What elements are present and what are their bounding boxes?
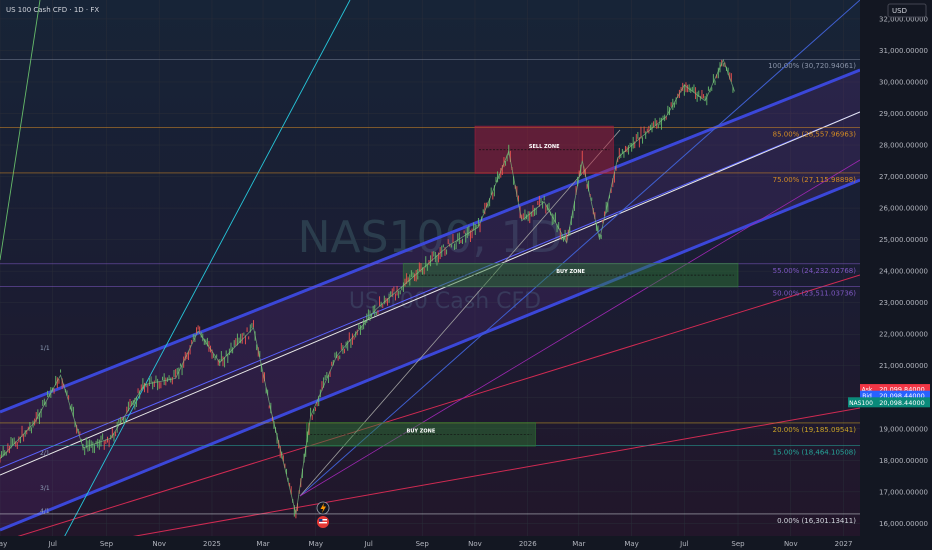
y-tick-label: 23,000.00000	[879, 299, 928, 307]
zone-label: BUY ZONE	[556, 269, 585, 275]
y-tick-label: 31,000.00000	[879, 47, 928, 55]
price-tag-value-box	[874, 384, 930, 395]
gann-line-grey[interactable]	[299, 129, 621, 497]
x-tick-label: May	[309, 540, 323, 548]
y-tick-label: 32,000.00000	[879, 15, 928, 23]
gann-line-purple[interactable]	[299, 159, 860, 497]
currency-button-label: USD	[892, 7, 907, 15]
fib-level-label: 15.00% (18,464.10508)	[773, 449, 857, 457]
watermark-symbol: NAS100, 1D	[298, 212, 563, 263]
x-tick-label: May	[0, 540, 7, 548]
y-tick-label: 21,000.00000	[879, 362, 928, 370]
median-line[interactable]	[0, 111, 860, 476]
price-tag-value: 20,099.84000	[879, 386, 925, 394]
y-tick-label: 26,000.00000	[879, 205, 928, 213]
x-tick-label: Mar	[572, 540, 585, 548]
gann-line-red-1[interactable]	[0, 274, 860, 542]
fib-level-label: 100.00% (30,720.94061)	[768, 62, 856, 70]
fib-level-label: 20.00% (19,185.09541)	[773, 426, 857, 434]
y-tick-label: 22,000.00000	[879, 331, 928, 339]
y-tick-label: 30,000.00000	[879, 78, 928, 86]
fib-level-label: 0.00% (16,301.13411)	[777, 517, 856, 525]
price-tag-value: 20,098.44000	[879, 399, 925, 407]
x-tick-label: May	[624, 540, 638, 548]
lightning-icon[interactable]	[316, 501, 330, 515]
price-tag-name: NAS100	[849, 400, 873, 407]
zone-label: SELL ZONE	[529, 144, 560, 150]
channel-fill	[0, 70, 860, 530]
price-tag-name: Ask	[862, 387, 873, 394]
y-tick-label: 18,000.00000	[879, 457, 928, 465]
gann-line-green[interactable]	[0, 0, 41, 261]
gann-label: 2/1	[40, 450, 50, 457]
x-tick-label: Sep	[731, 540, 745, 548]
x-tick-label: Jul	[679, 540, 689, 548]
symbol-title: US 100 Cash CFD · 1D · FX	[6, 6, 99, 14]
price-tag-name-box	[860, 384, 874, 395]
zone-box[interactable]	[474, 125, 614, 174]
channel-lower-line[interactable]	[0, 178, 860, 532]
gann-line-red-2[interactable]	[0, 407, 860, 550]
gann-line-blue-1[interactable]	[299, 0, 860, 497]
plot-background	[0, 0, 860, 536]
gann-line-cyan[interactable]	[60, 0, 351, 545]
x-tick-label: Jul	[48, 540, 58, 548]
y-tick-label: 17,000.00000	[879, 488, 928, 496]
price-series-line	[0, 58, 735, 515]
zone-box[interactable]	[402, 262, 739, 288]
y-tick-label: 16,000.00000	[879, 520, 928, 528]
y-tick-label: 29,000.00000	[879, 110, 928, 118]
y-tick-label: 19,000.00000	[879, 425, 928, 433]
x-tick-label: Mar	[256, 540, 269, 548]
y-tick-label: 27,000.00000	[879, 173, 928, 181]
x-tick-label: 2025	[203, 540, 221, 548]
price-tag-value-box	[874, 390, 930, 401]
zone-label: BUY ZONE	[407, 428, 436, 434]
price-tag-name: Bid	[862, 393, 872, 400]
x-tick-label: Nov	[468, 540, 482, 548]
zone-box[interactable]	[305, 422, 536, 447]
y-tick-label: 25,000.00000	[879, 236, 928, 244]
fib-level-label: 50.00% (23,511.03736)	[773, 290, 857, 298]
y-tick-label: 28,000.00000	[879, 142, 928, 150]
price-tag-value: 20,098.44000	[879, 392, 925, 400]
currency-button[interactable]: USD	[887, 3, 927, 18]
price-axis-background	[860, 0, 932, 550]
x-tick-label: Sep	[100, 540, 114, 548]
x-tick-label: 2026	[519, 540, 537, 548]
price-tag-value-box	[874, 397, 930, 408]
channel-mid-line[interactable]	[0, 111, 860, 469]
x-tick-label: Nov	[152, 540, 166, 548]
fib-level-label: 85.00% (28,557.96963)	[773, 130, 857, 138]
gann-label: 3/1	[40, 485, 50, 492]
gann-label: 4/1	[40, 508, 50, 515]
price-tag-name-box	[848, 397, 874, 408]
price-tag-name-box	[860, 390, 874, 401]
x-tick-label: Jul	[363, 540, 373, 548]
x-tick-label: Nov	[784, 540, 798, 548]
y-tick-label: 24,000.00000	[879, 268, 928, 276]
fib-level-label: 55.00% (24,232.02768)	[773, 267, 857, 275]
gann-label: 1/1	[40, 345, 50, 352]
x-tick-label: 2027	[835, 540, 853, 548]
fib-level-label: 75.00% (27,115.98898)	[773, 176, 857, 184]
time-axis-background	[0, 536, 932, 550]
x-tick-label: Sep	[416, 540, 430, 548]
us-flag-icon[interactable]	[317, 516, 329, 528]
